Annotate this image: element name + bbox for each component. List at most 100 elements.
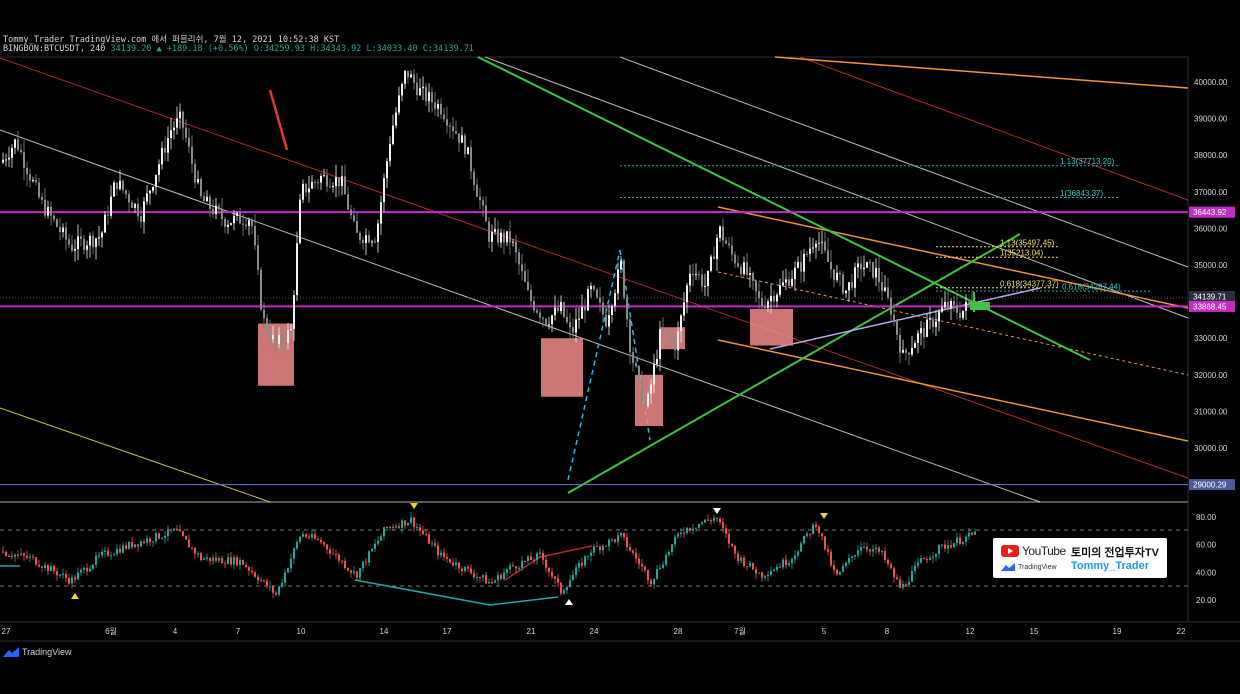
rsi-body	[620, 533, 622, 536]
time-axis[interactable]: 27 6월 4 7 10 14 17 21 24 28 7월 5 8 12 15 19 22	[2, 626, 1186, 636]
candle-body	[260, 269, 262, 310]
candle-body	[656, 358, 658, 365]
candle-body	[962, 310, 964, 319]
candle-body	[44, 199, 46, 216]
rsi-body	[491, 581, 493, 583]
rsi-body	[806, 533, 808, 536]
candle-body	[632, 352, 634, 364]
candle-body	[578, 318, 580, 320]
candle-body	[305, 183, 307, 193]
candle-body	[227, 224, 229, 228]
rsi-body	[233, 557, 235, 565]
rsi-body	[893, 568, 895, 578]
rsi-body	[926, 559, 928, 561]
candle-body	[464, 135, 466, 155]
rsi-body	[839, 571, 841, 575]
candle-body	[563, 302, 565, 317]
candle-body	[491, 231, 493, 242]
candle-body	[572, 327, 574, 333]
rsi-body	[752, 562, 754, 570]
fib-label: 0.618(34377.37)	[1000, 279, 1059, 288]
rsi-body	[938, 545, 940, 554]
rsi-body	[650, 580, 652, 585]
candle-body	[338, 177, 340, 186]
rsi-body	[710, 520, 712, 522]
rsi-body	[251, 570, 253, 573]
candle-body	[383, 178, 385, 203]
rsi-body	[875, 547, 877, 550]
candle-body	[68, 239, 70, 245]
rsi-body	[200, 553, 202, 561]
rsi-body	[104, 550, 106, 552]
rsi-body	[764, 575, 766, 578]
rsi-body	[386, 527, 388, 529]
candle-body	[755, 280, 757, 292]
candle-body	[617, 269, 619, 294]
x-tick-label: 12	[966, 627, 975, 636]
rsi-body	[362, 561, 364, 569]
rsi-body	[239, 559, 241, 566]
rsi-body	[95, 555, 97, 565]
rsi-body	[689, 527, 691, 531]
candle-body	[266, 318, 268, 332]
rsi-body	[131, 541, 133, 548]
x-tick-label: 6월	[105, 626, 117, 636]
candle-body	[551, 315, 553, 325]
candle-body	[692, 273, 694, 275]
rsi-body	[890, 564, 892, 569]
candle-body	[479, 196, 481, 201]
rsi-body	[56, 571, 58, 576]
candle-body	[626, 297, 628, 320]
candle-body	[473, 171, 475, 185]
candle-body	[569, 322, 571, 328]
rsi-body	[152, 541, 154, 543]
rsi-body	[290, 558, 292, 569]
candle-body	[149, 190, 151, 194]
rsi-body	[5, 551, 7, 556]
rsi-body	[533, 560, 535, 562]
rsi-body	[617, 535, 619, 542]
candle-body	[398, 95, 400, 113]
y-tick-label: 39000.00	[1194, 115, 1228, 124]
candle-body	[287, 329, 289, 343]
candle-body	[857, 263, 859, 268]
candle-body	[299, 199, 301, 244]
green-ascending	[567, 233, 1021, 494]
candle-body	[35, 180, 37, 183]
candle-body	[308, 188, 310, 193]
rsi-body	[242, 559, 244, 565]
candle-body	[104, 214, 106, 233]
rsi-body	[614, 539, 616, 542]
rsi-body	[731, 543, 733, 546]
rsi-body	[80, 569, 82, 573]
candle-body	[296, 243, 298, 296]
drawing-layer	[0, 56, 1189, 503]
rsi-body	[608, 539, 610, 547]
tradingview-icon	[1001, 563, 1015, 571]
rsi-body	[575, 567, 577, 575]
candle-body	[584, 306, 586, 311]
candle-body	[428, 92, 430, 102]
x-tick-label: 17	[443, 627, 452, 636]
rsi-body	[410, 517, 412, 523]
rsi-body	[674, 536, 676, 545]
rsi-body	[167, 529, 169, 537]
tradingview-logo[interactable]: TradingView	[3, 647, 72, 657]
candle-body	[881, 282, 883, 291]
rsi-body	[269, 586, 271, 588]
rsi-body	[413, 517, 415, 528]
rsi-body	[557, 578, 559, 583]
rsi-body	[704, 519, 706, 523]
rsi-body	[203, 558, 205, 561]
rsi-body	[668, 552, 670, 555]
rsi-body	[653, 578, 655, 585]
candle-body	[77, 236, 79, 250]
rsi-body	[185, 535, 187, 540]
candle-body	[20, 149, 22, 153]
candle-body	[59, 227, 61, 233]
rsi-body	[599, 546, 601, 551]
rsi-body	[476, 576, 478, 578]
rsi-body	[89, 568, 91, 572]
candle-body	[959, 312, 961, 319]
